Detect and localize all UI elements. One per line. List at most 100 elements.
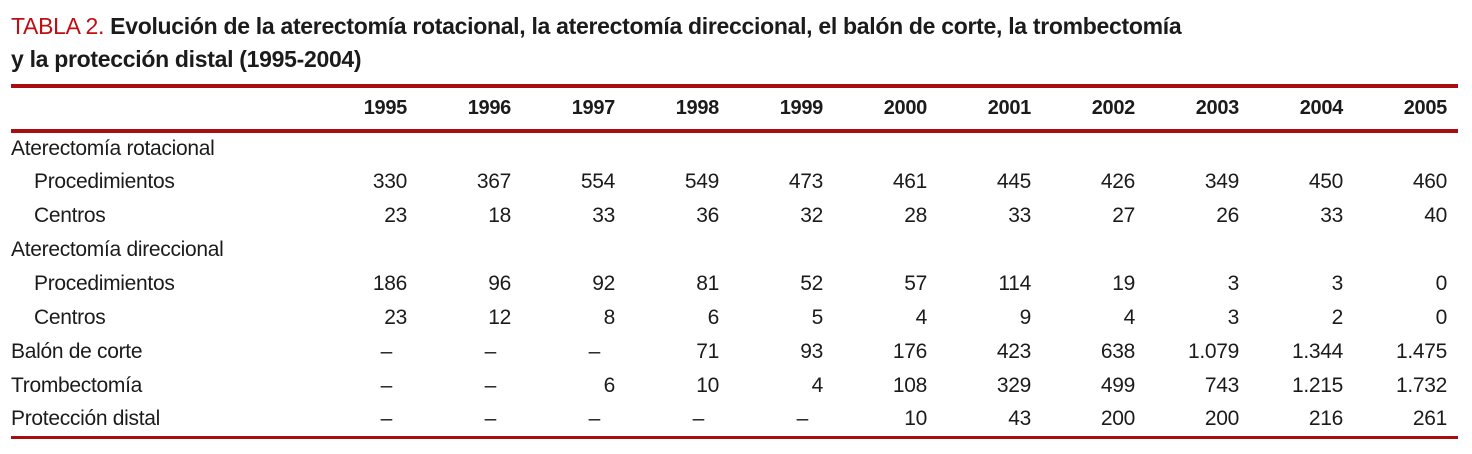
year-header-2005: 2005: [1403, 97, 1448, 119]
value-cell: [407, 131, 511, 165]
value-cell: 43: [1008, 407, 1031, 431]
value-cell: 4: [1123, 306, 1136, 329]
value-cell: 108: [892, 374, 927, 397]
table-row: Protección distal – – – – – 10 43 200 200 216 261: [11, 403, 1458, 437]
value-cell: 1.079: [1187, 340, 1239, 363]
value-cell: [1343, 233, 1458, 267]
value-cell: [1135, 131, 1239, 165]
empty-header-cell: [11, 86, 303, 131]
value-cell: 27: [1112, 204, 1135, 227]
value-cell: 1.344: [1291, 340, 1343, 363]
value-cell: 0: [1435, 306, 1448, 329]
table-title-line1: Evolución de la aterectomía rotacional, …: [110, 13, 1182, 39]
value-cell: [719, 131, 823, 165]
value-cell: 3: [1331, 272, 1344, 295]
value-cell: –: [796, 407, 809, 431]
row-label: Procedimientos: [34, 272, 175, 295]
row-label: Centros: [34, 204, 106, 227]
value-cell: 33: [1320, 204, 1343, 227]
value-cell: 8: [603, 306, 616, 329]
data-table: 1995 1996 1997 1998 1999 2000 2001 2002 2003 2004…: [11, 84, 1458, 439]
row-label: Protección distal: [11, 407, 160, 431]
value-cell: –: [484, 407, 497, 431]
value-cell: 3: [1227, 306, 1240, 329]
value-cell: 426: [1100, 170, 1135, 193]
value-cell: 549: [684, 170, 719, 193]
value-cell: 10: [696, 374, 719, 397]
value-cell: [823, 233, 927, 267]
table-row: Procedimientos 330 367 554 549 473 461 445 426 34…: [11, 165, 1458, 199]
year-header-1996: 1996: [467, 97, 512, 119]
value-cell: 96: [488, 272, 511, 295]
value-cell: [407, 233, 511, 267]
value-cell: 329: [996, 374, 1031, 397]
value-cell: [719, 233, 823, 267]
value-cell: 4: [811, 374, 824, 397]
value-cell: 499: [1100, 374, 1135, 397]
value-cell: 19: [1112, 272, 1135, 295]
value-cell: 445: [996, 170, 1031, 193]
value-cell: 176: [892, 340, 927, 363]
value-cell: 460: [1412, 170, 1447, 193]
value-cell: 57: [904, 272, 927, 295]
year-header-1998: 1998: [675, 97, 720, 119]
year-header-2002: 2002: [1091, 97, 1136, 119]
year-header-1995: 1995: [363, 97, 408, 119]
value-cell: –: [484, 374, 497, 397]
value-cell: 23: [384, 204, 407, 227]
year-header-2000: 2000: [883, 97, 928, 119]
value-cell: 26: [1216, 204, 1239, 227]
value-cell: 12: [488, 306, 511, 329]
table-row: Aterectomía rotacional: [11, 131, 1458, 165]
value-cell: –: [380, 340, 393, 363]
value-cell: –: [380, 407, 393, 431]
table-row: Centros 23 12 8 6 5 4 9 4 3 2 0: [11, 301, 1458, 335]
value-cell: [303, 131, 407, 165]
value-cell: [303, 233, 407, 267]
table-title-line2: y la protección distal (1995-2004): [11, 46, 362, 72]
value-cell: –: [588, 407, 601, 431]
value-cell: [1343, 131, 1458, 165]
value-cell: 52: [800, 272, 823, 295]
value-cell: 23: [384, 306, 407, 329]
value-cell: 330: [372, 170, 407, 193]
value-cell: 18: [488, 204, 511, 227]
value-cell: 6: [707, 306, 720, 329]
table-title: TABLA 2. Evolución de la aterectomía rot…: [11, 10, 1461, 76]
value-cell: 33: [1008, 204, 1031, 227]
value-cell: –: [588, 340, 601, 363]
year-header-1997: 1997: [571, 97, 616, 119]
value-cell: [615, 233, 719, 267]
year-header-row: 1995 1996 1997 1998 1999 2000 2001 2002 2003 2004…: [11, 86, 1458, 131]
value-cell: [511, 131, 615, 165]
table-number-label: TABLA 2.: [11, 13, 105, 39]
year-header-2004: 2004: [1299, 97, 1344, 119]
value-cell: 5: [811, 306, 824, 329]
value-cell: 200: [1204, 407, 1239, 431]
value-cell: 10: [904, 407, 927, 431]
row-label: Balón de corte: [11, 340, 143, 363]
value-cell: 367: [476, 170, 511, 193]
value-cell: 216: [1308, 407, 1343, 431]
value-cell: 461: [892, 170, 927, 193]
value-cell: 1.732: [1395, 374, 1447, 397]
value-cell: –: [380, 374, 393, 397]
value-cell: 71: [696, 340, 719, 363]
year-header-2003: 2003: [1195, 97, 1240, 119]
value-cell: 554: [580, 170, 615, 193]
value-cell: 36: [696, 204, 719, 227]
value-cell: 9: [1019, 306, 1032, 329]
value-cell: 6: [603, 374, 616, 397]
value-cell: 0: [1435, 272, 1448, 295]
value-cell: 1.475: [1395, 340, 1447, 363]
table-row: Trombectomía – – 6 10 4 108 329 499 743 1.215 1.732: [11, 369, 1458, 403]
paper-table-figure: TABLA 2. Evolución de la aterectomía rot…: [0, 10, 1472, 454]
value-cell: 261: [1412, 407, 1447, 431]
value-cell: [1031, 233, 1135, 267]
value-cell: 423: [996, 340, 1031, 363]
value-cell: 1.215: [1291, 374, 1343, 397]
row-label: Aterectomía direccional: [11, 238, 224, 261]
value-cell: 349: [1204, 170, 1239, 193]
value-cell: 450: [1308, 170, 1343, 193]
year-header-1999: 1999: [779, 97, 824, 119]
